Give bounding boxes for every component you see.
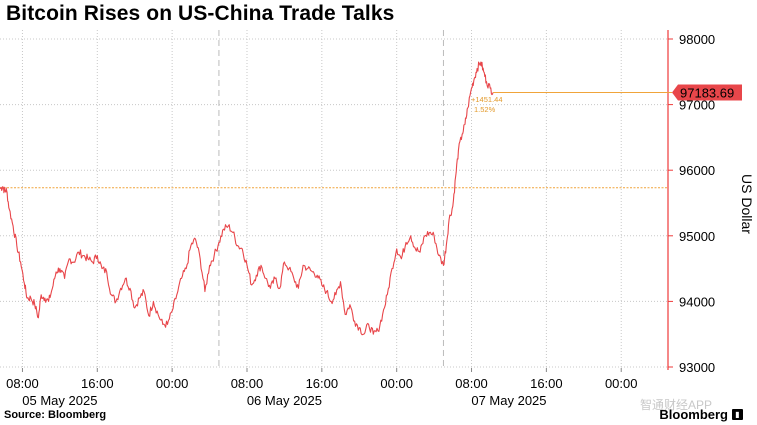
source-note: Source: Bloomberg [4, 409, 107, 421]
x-axis: 08:00 16:00 00:00 08:00 16:00 00:00 08:00 16:00… [6, 368, 637, 408]
bloomberg-icon: ▮ [732, 409, 743, 420]
chart-title: Bitcoin Rises on US-China Trade Talks [6, 2, 395, 25]
x-tick-label: 16:00 [81, 376, 114, 391]
annotations: 97183.69 +1451.441.52% [471, 84, 742, 114]
y-tick-label: 97000 [679, 98, 715, 113]
x-tick-label: 08:00 [455, 376, 488, 391]
x-tick-label: 00:00 [380, 376, 413, 391]
change-label: +1451.44 [471, 95, 503, 104]
y-tick-label: 93000 [679, 360, 715, 375]
x-tick-label: 00:00 [605, 376, 638, 391]
x-date-label: 07 May 2025 [471, 393, 546, 408]
y-tick-label: 98000 [679, 32, 715, 47]
day-separators [218, 30, 444, 368]
watermark: 智通财经APP [640, 398, 713, 412]
last-value-badge [672, 84, 742, 101]
x-tick-label: 00:00 [156, 376, 189, 391]
series [0, 61, 494, 336]
x-tick-label: 16:00 [306, 376, 339, 391]
x-tick-label: 08:00 [6, 376, 39, 391]
y-tick-label: 95000 [679, 229, 715, 244]
y-axis: 93000 94000 95000 96000 97000 98000 US Dollar [667, 30, 755, 375]
x-date-label: 05 May 2025 [22, 393, 97, 408]
x-tick-label: 16:00 [530, 376, 563, 391]
y-axis-title: US Dollar [739, 174, 755, 234]
brand-name: Bloomberg [659, 407, 728, 422]
y-tick-label: 96000 [679, 163, 715, 178]
brand-logo: Bloomberg ▮ [659, 407, 743, 422]
x-date-label: 06 May 2025 [247, 393, 322, 408]
x-tick-label: 08:00 [231, 376, 264, 391]
y-tick-label: 94000 [679, 294, 715, 309]
change-pct-label: 1.52% [474, 105, 496, 114]
grid [0, 30, 668, 368]
last-value-label: 97183.69 [680, 86, 734, 101]
series-line [0, 61, 494, 336]
